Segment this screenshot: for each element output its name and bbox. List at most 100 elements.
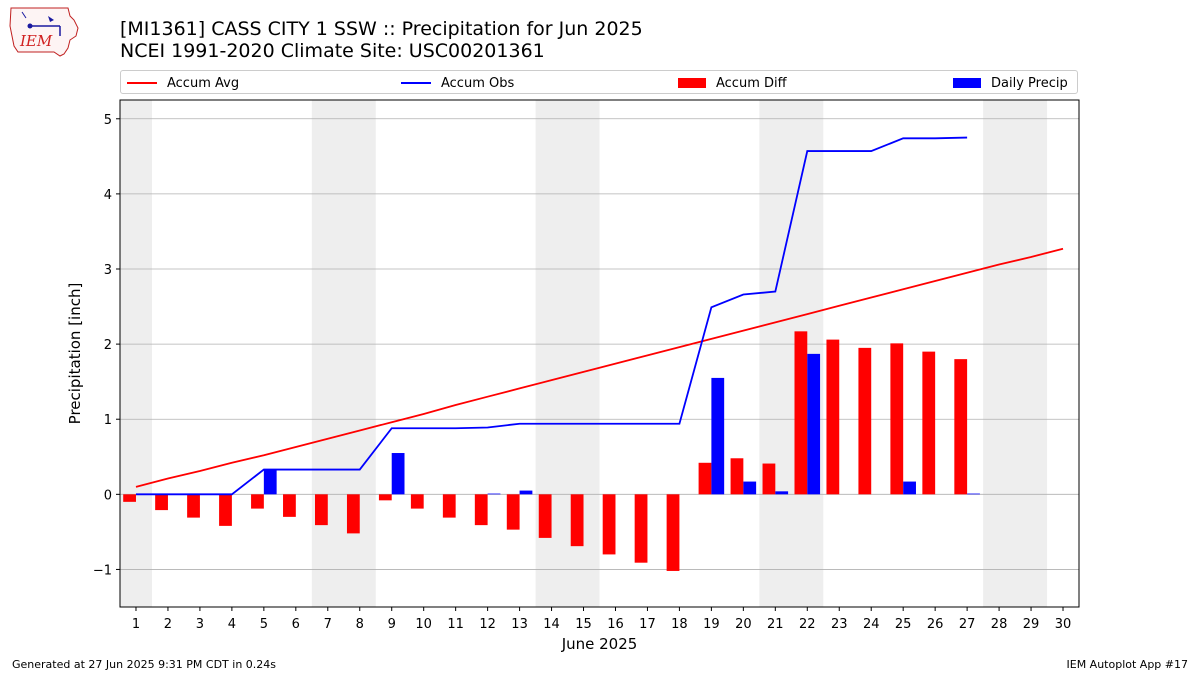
- x-tick-label: 4: [228, 617, 236, 632]
- x-tick-label: 15: [575, 617, 592, 632]
- bar-daily-precip: [807, 353, 821, 495]
- bar-daily-precip: [743, 481, 757, 495]
- bar-accum-diff: [123, 494, 136, 502]
- x-tick-label: 1: [132, 617, 140, 632]
- bar-accum-diff: [794, 331, 808, 495]
- x-tick-label: 25: [895, 617, 912, 632]
- chart-title: [MI1361] CASS CITY 1 SSW :: Precipitatio…: [120, 18, 643, 62]
- bar-accum-diff: [506, 494, 520, 530]
- legend-label-accum-obs: Accum Obs: [441, 75, 515, 91]
- line-accum-avg: [135, 247, 1064, 488]
- bar-accum-diff: [826, 339, 840, 495]
- bar-accum-diff: [858, 347, 872, 495]
- y-tick-label: 0: [104, 488, 112, 503]
- legend-swatch-accum-diff: [678, 78, 706, 88]
- bar-accum-diff: [442, 494, 456, 518]
- x-axis-label: June 2025: [561, 635, 638, 653]
- legend-label-accum-avg: Accum Avg: [167, 75, 240, 91]
- bar-accum-diff: [954, 359, 968, 495]
- x-tick-label: 13: [511, 617, 528, 632]
- bar-accum-diff: [634, 494, 648, 563]
- bar-accum-diff: [570, 494, 584, 547]
- legend-item-accum-diff: Accum Diff: [678, 74, 787, 92]
- weekend-band-1: [311, 100, 376, 607]
- title-line-2: NCEI 1991-2020 Climate Site: USC00201361: [120, 40, 545, 62]
- x-tick-label: 20: [735, 617, 752, 632]
- bar-accum-diff: [346, 494, 360, 534]
- legend-label-accum-diff: Accum Diff: [716, 75, 787, 91]
- legend-item-accum-obs: Accum Obs: [401, 74, 514, 92]
- x-tick-label: 5: [260, 617, 268, 632]
- y-tick-label: 4: [104, 188, 112, 203]
- bar-accum-diff: [698, 462, 712, 495]
- y-axis-label: Precipitation [inch]: [66, 283, 84, 425]
- x-tick-label: 30: [1055, 617, 1072, 632]
- legend-swatch-accum-avg: [127, 82, 157, 84]
- x-tick-label: 29: [1023, 617, 1040, 632]
- x-tick-label: 27: [959, 617, 976, 632]
- x-tick-label: 2: [164, 617, 172, 632]
- bar-accum-diff: [410, 494, 424, 509]
- legend-swatch-daily-precip: [953, 78, 981, 88]
- bar-daily-precip: [711, 377, 725, 495]
- x-tick-label: 10: [415, 617, 432, 632]
- x-tick-label: 9: [388, 617, 396, 632]
- x-tick-label: 3: [196, 617, 204, 632]
- x-tick-label: 18: [671, 617, 688, 632]
- x-tick-label: 6: [292, 617, 300, 632]
- x-tick-label: 24: [863, 617, 880, 632]
- bar-accum-diff: [730, 458, 744, 495]
- bar-accum-diff: [219, 494, 232, 526]
- bar-accum-diff: [538, 494, 552, 538]
- bar-daily-precip: [903, 481, 916, 495]
- chart-legend: Accum Avg Accum Obs Accum Diff Daily Pre…: [120, 70, 1078, 94]
- y-tick-label: 2: [104, 338, 112, 353]
- iem-logo-icon: IEM: [9, 7, 79, 57]
- bar-accum-diff: [251, 494, 264, 509]
- x-tick-label: 23: [831, 617, 848, 632]
- bar-accum-diff: [474, 494, 488, 526]
- bar-accum-diff: [314, 494, 328, 526]
- legend-item-accum-avg: Accum Avg: [127, 74, 239, 92]
- bar-daily-precip: [391, 453, 405, 495]
- bar-daily-precip: [487, 493, 501, 495]
- x-tick-label: 11: [447, 617, 464, 632]
- logo-text: IEM: [19, 32, 53, 50]
- legend-item-daily-precip: Daily Precip: [953, 74, 1068, 92]
- y-tick-label: −1: [93, 563, 112, 578]
- footer-app-id: IEM Autoplot App #17: [1066, 658, 1189, 671]
- bar-accum-diff: [155, 494, 168, 511]
- x-tick-label: 26: [927, 617, 944, 632]
- plot-frame: [119, 99, 1080, 608]
- x-tick-label: 21: [767, 617, 784, 632]
- y-tick-label: 3: [104, 263, 112, 278]
- bar-accum-diff: [187, 494, 200, 518]
- bar-accum-diff: [602, 494, 616, 555]
- bar-accum-diff: [283, 494, 296, 517]
- x-tick-label: 14: [543, 617, 560, 632]
- x-tick-label: 22: [799, 617, 816, 632]
- x-tick-label: 16: [607, 617, 624, 632]
- x-tick-label: 8: [356, 617, 364, 632]
- bar-accum-diff: [666, 494, 680, 571]
- bar-daily-precip: [967, 493, 980, 495]
- x-tick-label: 12: [479, 617, 496, 632]
- bar-daily-precip: [263, 469, 277, 495]
- weekend-band-0: [120, 100, 152, 607]
- title-line-1: [MI1361] CASS CITY 1 SSW :: Precipitatio…: [120, 18, 643, 40]
- x-tick-label: 28: [991, 617, 1008, 632]
- bar-daily-precip: [519, 490, 533, 495]
- weekend-band-4: [983, 100, 1048, 607]
- y-tick-label: 5: [104, 113, 112, 128]
- footer-generated: Generated at 27 Jun 2025 9:31 PM CDT in …: [12, 658, 277, 671]
- bar-accum-diff: [922, 351, 936, 495]
- line-accum-obs: [135, 136, 968, 496]
- x-tick-label: 19: [703, 617, 720, 632]
- x-tick-label: 7: [324, 617, 332, 632]
- bar-accum-diff: [762, 463, 776, 495]
- weekend-band-3: [759, 100, 824, 607]
- bar-accum-diff: [890, 343, 904, 495]
- bar-accum-diff: [378, 494, 392, 501]
- y-tick-label: 1: [104, 413, 112, 428]
